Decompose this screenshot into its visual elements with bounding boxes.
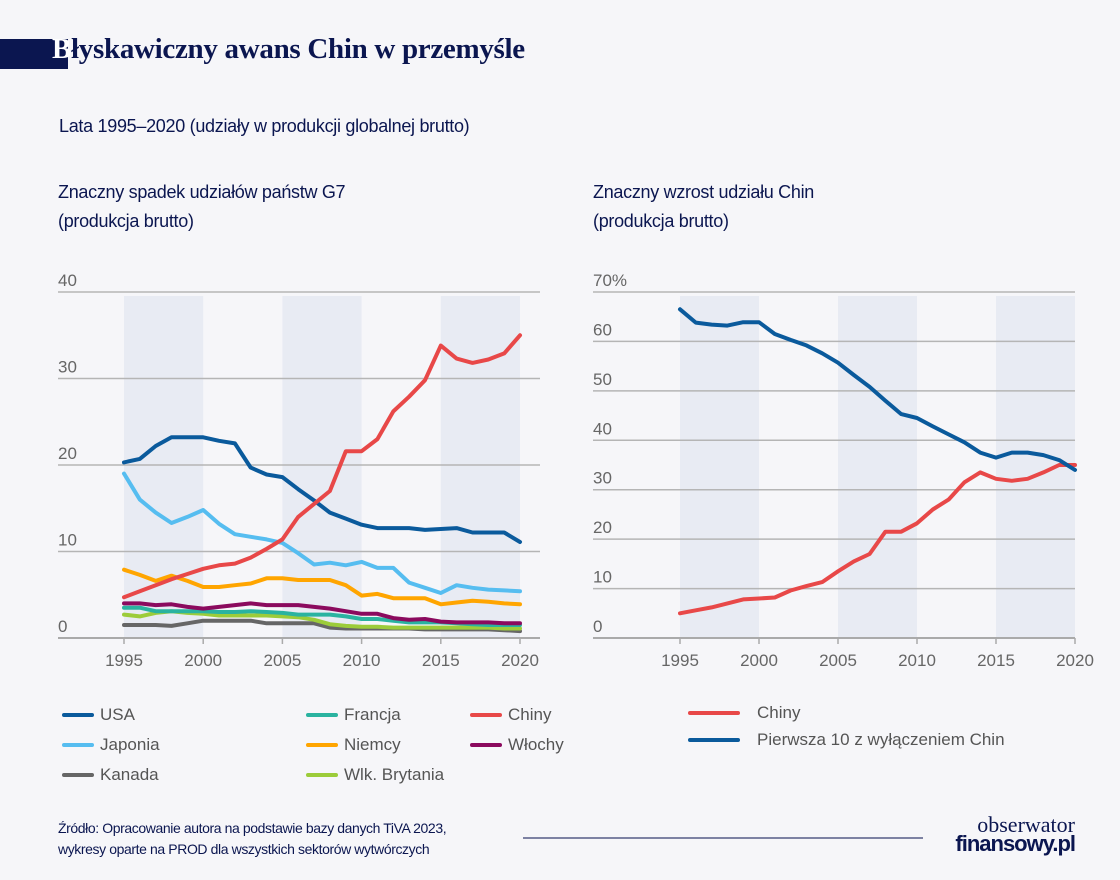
right-y-tick-label: 50 bbox=[593, 370, 612, 389]
footer-divider bbox=[523, 837, 923, 839]
left-legend-item: USA bbox=[62, 705, 135, 725]
logo-line2: finansowy.pl bbox=[955, 831, 1076, 856]
legend-label: Pierwsza 10 z wyłączeniem Chin bbox=[757, 730, 1005, 749]
right-y-tick-label: 30 bbox=[593, 469, 612, 488]
left-legend-item: Kanada bbox=[62, 765, 159, 785]
right-x-tick-label: 2010 bbox=[898, 651, 936, 670]
right-legend-item: Pierwsza 10 z wyłączeniem Chin bbox=[688, 730, 1005, 750]
left-y-tick-label: 40 bbox=[58, 271, 77, 290]
right-chart-title-line1: Znaczny wzrost udziału Chin bbox=[593, 182, 814, 202]
left-y-tick-label: 0 bbox=[58, 617, 67, 636]
title-rest: łyskawiczny awans Chin w przemyśle bbox=[71, 33, 525, 65]
legend-label: Japonia bbox=[100, 735, 160, 754]
legend-swatch bbox=[470, 743, 502, 747]
left-series-usa bbox=[122, 435, 522, 544]
right-shaded-period bbox=[680, 296, 759, 638]
legend-label: Francja bbox=[344, 705, 401, 724]
right-chart-title: Znaczny wzrost udziału Chin (produkcja b… bbox=[593, 178, 814, 236]
legend-swatch bbox=[62, 713, 94, 717]
title-first-letter: B bbox=[52, 33, 72, 65]
legend-swatch bbox=[62, 743, 94, 747]
right-x-tick-label: 2020 bbox=[1056, 651, 1094, 670]
left-legend-item: Francja bbox=[306, 705, 401, 725]
legend-swatch bbox=[306, 743, 338, 747]
right-series-pierwsza-10-z-wyłączeniem-chin bbox=[678, 307, 1077, 472]
right-x-tick-label: 2005 bbox=[819, 651, 857, 670]
right-x-tick-label: 1995 bbox=[661, 651, 699, 670]
legend-swatch bbox=[306, 713, 338, 717]
left-series-niemcy bbox=[122, 567, 522, 607]
left-legend-item: Niemcy bbox=[306, 735, 401, 755]
legend-swatch bbox=[688, 711, 740, 715]
legend-swatch bbox=[688, 738, 740, 742]
left-y-tick-label: 10 bbox=[58, 531, 77, 550]
right-y-tick-label: 10 bbox=[593, 568, 612, 587]
left-series-japonia bbox=[122, 471, 522, 595]
right-shaded-period bbox=[838, 296, 917, 638]
legend-swatch bbox=[306, 773, 338, 777]
legend-label: Kanada bbox=[100, 765, 159, 784]
page-title: Błyskawiczny awans Chin w przemyśle bbox=[52, 33, 525, 66]
left-x-tick-label: 2005 bbox=[263, 651, 301, 670]
logo: obserwator finansowy.pl bbox=[937, 812, 1076, 856]
legend-swatch bbox=[62, 773, 94, 777]
right-y-tick-label: 20 bbox=[593, 518, 612, 537]
right-x-tick-label: 2000 bbox=[740, 651, 778, 670]
left-chart-title-line2: (produkcja brutto) bbox=[58, 211, 194, 231]
logo-line1: obserwator bbox=[977, 812, 1075, 837]
left-x-tick-label: 2020 bbox=[501, 651, 539, 670]
legend-label: Chiny bbox=[757, 703, 801, 722]
right-y-tick-label: 0 bbox=[593, 617, 602, 636]
right-chart-title-line2: (produkcja brutto) bbox=[593, 211, 729, 231]
left-chart-title-line1: Znaczny spadek udziałów państw G7 bbox=[58, 182, 346, 202]
page-subtitle: Lata 1995–2020 (udziały w produkcji glob… bbox=[59, 116, 470, 136]
right-y-tick-label: 70% bbox=[593, 271, 627, 290]
legend-label: Chiny bbox=[508, 705, 552, 724]
source-line1: Źródło: Opracowanie autora na podstawie … bbox=[58, 820, 447, 836]
left-legend-item: Japonia bbox=[62, 735, 160, 755]
left-legend-item: Włochy bbox=[470, 735, 564, 755]
source-note: Źródło: Opracowanie autora na podstawie … bbox=[58, 818, 447, 860]
left-x-tick-label: 2015 bbox=[422, 651, 460, 670]
legend-label: Wlk. Brytania bbox=[344, 765, 445, 784]
left-y-tick-label: 30 bbox=[58, 358, 77, 377]
left-chart-title: Znaczny spadek udziałów państw G7 (produ… bbox=[58, 178, 346, 236]
right-series-chiny bbox=[678, 463, 1077, 616]
left-x-tick-label: 2000 bbox=[184, 651, 222, 670]
left-shaded-period bbox=[124, 296, 204, 638]
legend-label: USA bbox=[100, 705, 135, 724]
source-line2: wykresy oparte na PROD dla wszystkich se… bbox=[58, 841, 430, 857]
right-y-tick-label: 60 bbox=[593, 320, 612, 339]
left-legend-item: Wlk. Brytania bbox=[306, 765, 444, 785]
left-x-tick-label: 2010 bbox=[343, 651, 381, 670]
right-chart: 0 10 20 30 40 50 60 70% 1995 2000 2005 2010 2015 2020 bbox=[593, 271, 1094, 670]
left-x-tick-label: 1995 bbox=[105, 651, 143, 670]
right-legend-item: Chiny bbox=[688, 703, 800, 723]
legend-label: Włochy bbox=[508, 735, 564, 754]
legend-label: Niemcy bbox=[344, 735, 401, 754]
title-accent-bar bbox=[0, 39, 68, 69]
left-chart: 0 10 20 30 40 1995 2000 2005 2010 2015 2020 bbox=[58, 271, 540, 670]
left-series-włochy bbox=[122, 601, 522, 626]
left-y-tick-label: 20 bbox=[58, 444, 77, 463]
left-legend-item: Chiny bbox=[470, 705, 551, 725]
right-y-tick-label: 40 bbox=[593, 419, 612, 438]
legend-swatch bbox=[470, 713, 502, 717]
right-x-tick-label: 2015 bbox=[977, 651, 1015, 670]
left-series-chiny bbox=[122, 333, 522, 600]
